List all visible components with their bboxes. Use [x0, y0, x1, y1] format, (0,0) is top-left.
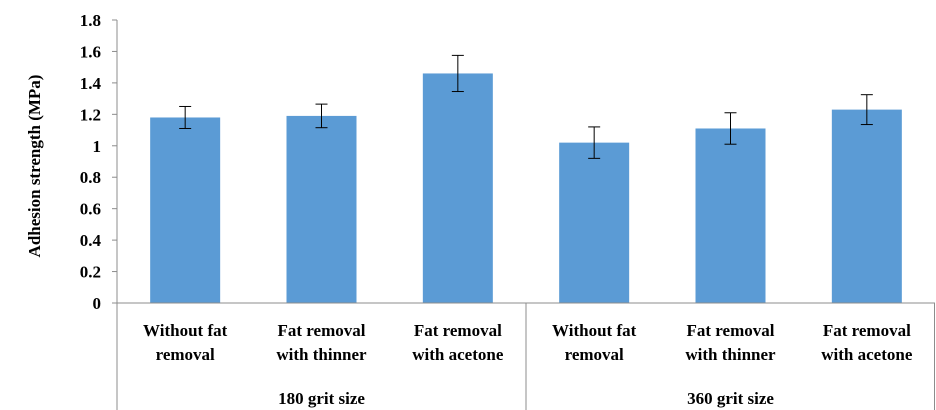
y-tick-label-6: 1.2 [80, 105, 101, 124]
category-label-3-line-1: removal [565, 345, 624, 364]
y-tick-label-4: 0.8 [80, 168, 101, 187]
category-label-0-line-0: Without fat [143, 321, 228, 340]
y-tick-label-2: 0.4 [80, 231, 102, 250]
category-label-2-line-0: Fat removal [414, 321, 502, 340]
y-tick-label-8: 1.6 [80, 42, 101, 61]
category-label-3-line-0: Without fat [552, 321, 637, 340]
bar-3 [559, 142, 630, 303]
bar-2 [422, 73, 493, 303]
error-bars [179, 54, 873, 159]
y-axis-label: Adhesion strength (MPa) [25, 75, 44, 258]
category-label-1-line-0: Fat removal [278, 321, 366, 340]
bar-1 [286, 115, 357, 304]
bar-5 [831, 109, 902, 303]
category-label-4-line-0: Fat removal [687, 321, 775, 340]
y-tick-label-1: 0.2 [80, 263, 101, 282]
category-label-2-line-1: with acetone [412, 345, 504, 364]
y-tick-label-5: 1 [93, 137, 102, 156]
group-labels: 180 grit size 360 grit size [278, 389, 774, 408]
y-axis-ticks: 0 0.2 0.4 0.6 0.8 1 1.2 1.4 1.6 1.8 [80, 11, 102, 313]
y-tick-label-9: 1.8 [80, 11, 101, 30]
category-label-4-line-1: with thinner [685, 345, 776, 364]
category-label-0-line-1: removal [156, 345, 215, 364]
y-tick-label-7: 1.4 [80, 74, 102, 93]
bars [150, 73, 902, 304]
axes [112, 19, 935, 410]
y-tick-label-0: 0 [93, 294, 102, 313]
group-label-1: 360 grit size [687, 389, 774, 408]
category-label-5-line-0: Fat removal [823, 321, 911, 340]
category-label-5-line-1: with acetone [821, 345, 913, 364]
category-labels: Without fat removal Fat removal with thinne… [143, 321, 913, 364]
y-tick-label-3: 0.6 [80, 200, 101, 219]
category-label-1-line-1: with thinner [276, 345, 367, 364]
group-label-0: 180 grit size [278, 389, 365, 408]
bar-0 [150, 117, 221, 303]
bar-4 [695, 128, 766, 303]
